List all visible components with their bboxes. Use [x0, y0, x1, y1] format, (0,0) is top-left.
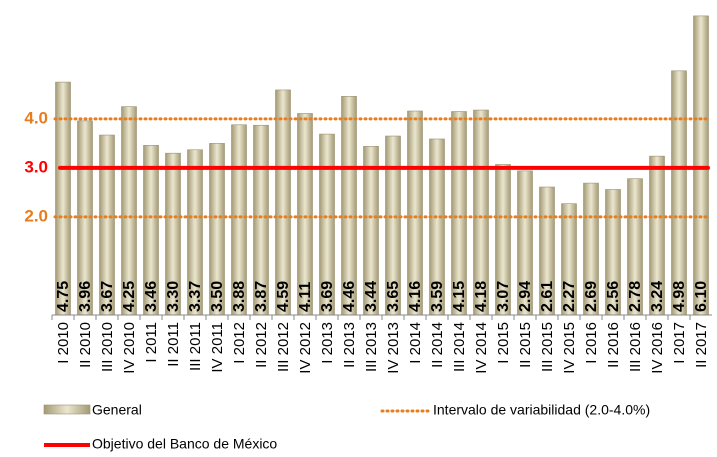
data-label: 3.07 [495, 281, 512, 312]
x-tick-label: II 2011 [165, 322, 182, 367]
x-tick-label: IV 2015 [561, 322, 578, 374]
data-label: 6.10 [693, 281, 710, 312]
data-label: 3.46 [143, 281, 160, 312]
bar [55, 81, 71, 316]
legend-swatch [43, 404, 91, 415]
x-tick-label: I 2013 [319, 322, 336, 364]
data-label: 3.50 [209, 281, 226, 312]
x-tick-label: IV 2014 [473, 322, 490, 374]
data-label: 3.69 [319, 281, 336, 312]
x-tick-label: II 2012 [253, 322, 270, 368]
x-tick-label: II 2016 [605, 322, 622, 368]
x-tick-label: III 2013 [363, 322, 380, 372]
bar [671, 70, 687, 316]
data-label: 4.25 [121, 281, 138, 312]
x-tick-label: II 2017 [693, 322, 710, 368]
data-label: 3.37 [187, 281, 204, 312]
x-tick-label: IV 2011 [209, 322, 226, 373]
data-label: 4.16 [407, 281, 424, 312]
data-label: 3.44 [363, 281, 380, 312]
data-label: 4.18 [473, 281, 490, 312]
bar [693, 15, 709, 316]
data-label: 3.24 [649, 281, 666, 312]
x-tick-label: II 2013 [341, 322, 358, 368]
data-label: 2.69 [583, 281, 600, 312]
data-label: 3.88 [231, 281, 248, 312]
legend-label: Intervalo de variabilidad (2.0-4.0%) [433, 402, 650, 418]
data-label: 2.94 [517, 281, 534, 312]
x-tick-label: III 2012 [275, 322, 292, 372]
x-tick-label: I 2016 [583, 322, 600, 364]
x-tick-label: II 2014 [429, 322, 446, 368]
data-label: 3.96 [77, 281, 94, 312]
x-tick-label: I 2015 [495, 322, 512, 364]
legend-label: General [92, 402, 142, 418]
data-label: 3.30 [165, 281, 182, 312]
data-label: 2.56 [605, 281, 622, 312]
y-tick-label: 4.0 [24, 108, 48, 127]
data-label: 3.67 [99, 281, 116, 312]
x-tick-label: I 2012 [231, 322, 248, 364]
data-label: 3.65 [385, 281, 402, 312]
x-tick-label: II 2015 [517, 322, 534, 368]
x-tick-label: IV 2010 [121, 322, 138, 374]
data-label: 3.87 [253, 281, 270, 312]
data-label: 4.98 [671, 281, 688, 312]
legend-label: Objetivo del Banco de México [92, 436, 277, 452]
x-tick-label: I 2014 [407, 322, 424, 364]
y-tick-label: 2.0 [24, 206, 48, 225]
x-tick-label: IV 2012 [297, 322, 314, 374]
x-tick-label: IV 2016 [649, 322, 666, 374]
x-tick-label: I 2010 [55, 322, 72, 364]
x-tick-label: III 2011 [187, 322, 204, 371]
x-tick-label: III 2016 [627, 322, 644, 372]
data-label: 4.59 [275, 281, 292, 312]
x-tick-label: I 2011 [143, 322, 160, 363]
data-label: 2.27 [561, 281, 578, 312]
x-tick-label: IV 2013 [385, 322, 402, 374]
x-tick-label: III 2010 [99, 322, 116, 372]
x-tick-label: II 2010 [77, 322, 94, 368]
x-tick-label: I 2017 [671, 322, 688, 364]
y-tick-label: 3.0 [24, 157, 48, 176]
data-label: 3.59 [429, 281, 446, 312]
x-tick-label: III 2014 [451, 322, 468, 372]
data-label: 4.11 [297, 282, 314, 312]
data-label: 4.46 [341, 281, 358, 312]
data-label: 2.78 [627, 281, 644, 312]
data-label: 4.15 [451, 281, 468, 312]
x-tick-label: III 2015 [539, 322, 556, 372]
data-label: 2.61 [539, 281, 556, 312]
data-label: 4.75 [55, 281, 72, 312]
